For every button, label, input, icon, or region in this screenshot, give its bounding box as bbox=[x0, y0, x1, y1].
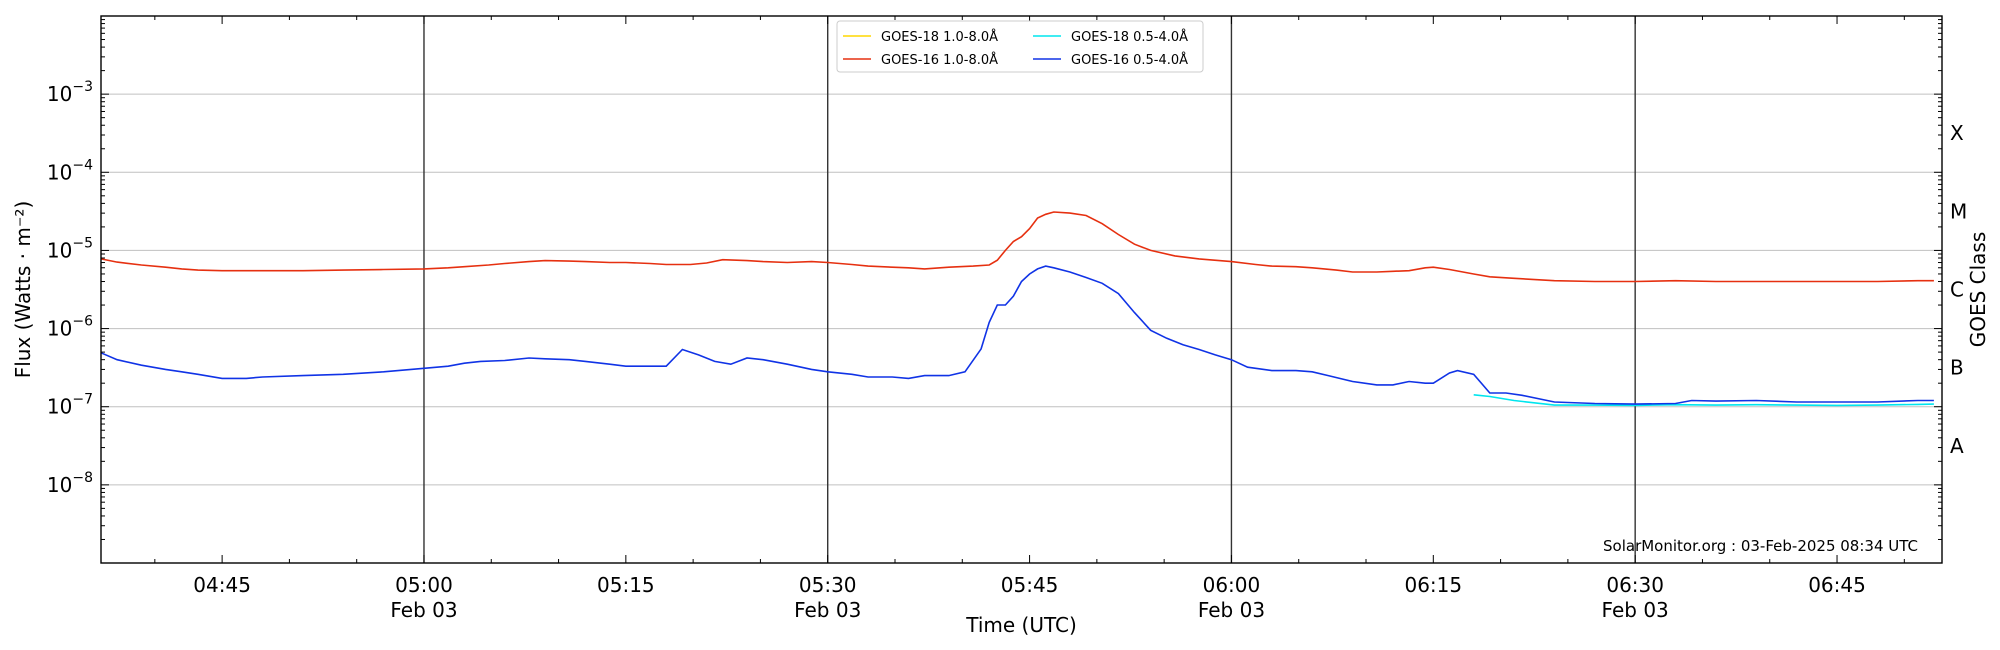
x-tick-label: 05:15 bbox=[597, 573, 655, 597]
x-tick-label: 06:45 bbox=[1808, 573, 1866, 597]
legend[interactable]: GOES-18 1.0-8.0Å GOES-18 0.5-4.0Å GOES-16 … bbox=[836, 20, 1204, 73]
goes-class-m: M bbox=[1950, 199, 1967, 223]
x-tick-label: 05:30 bbox=[799, 573, 857, 597]
x-tick-date-label: Feb 03 bbox=[390, 598, 457, 622]
x-tick-label: 05:45 bbox=[1001, 573, 1059, 597]
legend-box bbox=[836, 20, 1204, 73]
goes-class-b: B bbox=[1950, 356, 1964, 380]
y-tick-label: 10−8 bbox=[47, 470, 93, 497]
goes-class-c: C bbox=[1950, 278, 1964, 302]
series-layer bbox=[100, 211, 1934, 407]
legend-label: GOES-16 1.0-8.0Å bbox=[881, 52, 998, 68]
y-tick-label: 10−4 bbox=[47, 157, 93, 184]
credit-text: SolarMonitor.org : 03-Feb-2025 08:34 UTC bbox=[1603, 537, 1918, 555]
x-axis-title: Time (UTC) bbox=[965, 613, 1077, 637]
legend-label: GOES-16 0.5-4.0Å bbox=[1071, 52, 1188, 68]
y-axis-title: Flux (Watts · m⁻²) bbox=[11, 201, 35, 379]
plot-frame bbox=[100, 15, 1943, 564]
goes-class-a: A bbox=[1950, 434, 1964, 458]
goes-class-axis-title: GOES Class bbox=[1966, 232, 1990, 348]
x-tick-label: 06:15 bbox=[1404, 573, 1462, 597]
goes-class-x: X bbox=[1950, 121, 1964, 145]
y-tick-label: 10−3 bbox=[47, 79, 93, 106]
time-marker-lines bbox=[423, 16, 1636, 563]
x-tick-date-label: Feb 03 bbox=[1602, 598, 1669, 622]
x-tick-label: 04:45 bbox=[193, 573, 251, 597]
y-tick-label: 10−6 bbox=[47, 314, 93, 341]
y-axis-ticks: 10−8 10−7 10−6 10−5 10−4 10−3 bbox=[47, 19, 1942, 540]
x-tick-label: 06:00 bbox=[1203, 573, 1261, 597]
x-tick-date-label: Feb 03 bbox=[794, 598, 861, 622]
x-tick-date-label: Feb 03 bbox=[1198, 598, 1265, 622]
series-line-1 bbox=[100, 211, 1934, 283]
goes-class-labels: A B C M X bbox=[1950, 121, 1967, 458]
series-line-3 bbox=[100, 265, 1934, 405]
legend-label: GOES-18 1.0-8.0Å bbox=[881, 29, 998, 45]
x-tick-label: 06:30 bbox=[1606, 573, 1664, 597]
x-tick-label: 05:00 bbox=[395, 573, 453, 597]
series-line-2 bbox=[1473, 394, 1934, 407]
y-tick-label: 10−5 bbox=[47, 235, 93, 262]
y-tick-label: 10−7 bbox=[47, 392, 93, 419]
legend-label: GOES-18 0.5-4.0Å bbox=[1071, 29, 1188, 45]
